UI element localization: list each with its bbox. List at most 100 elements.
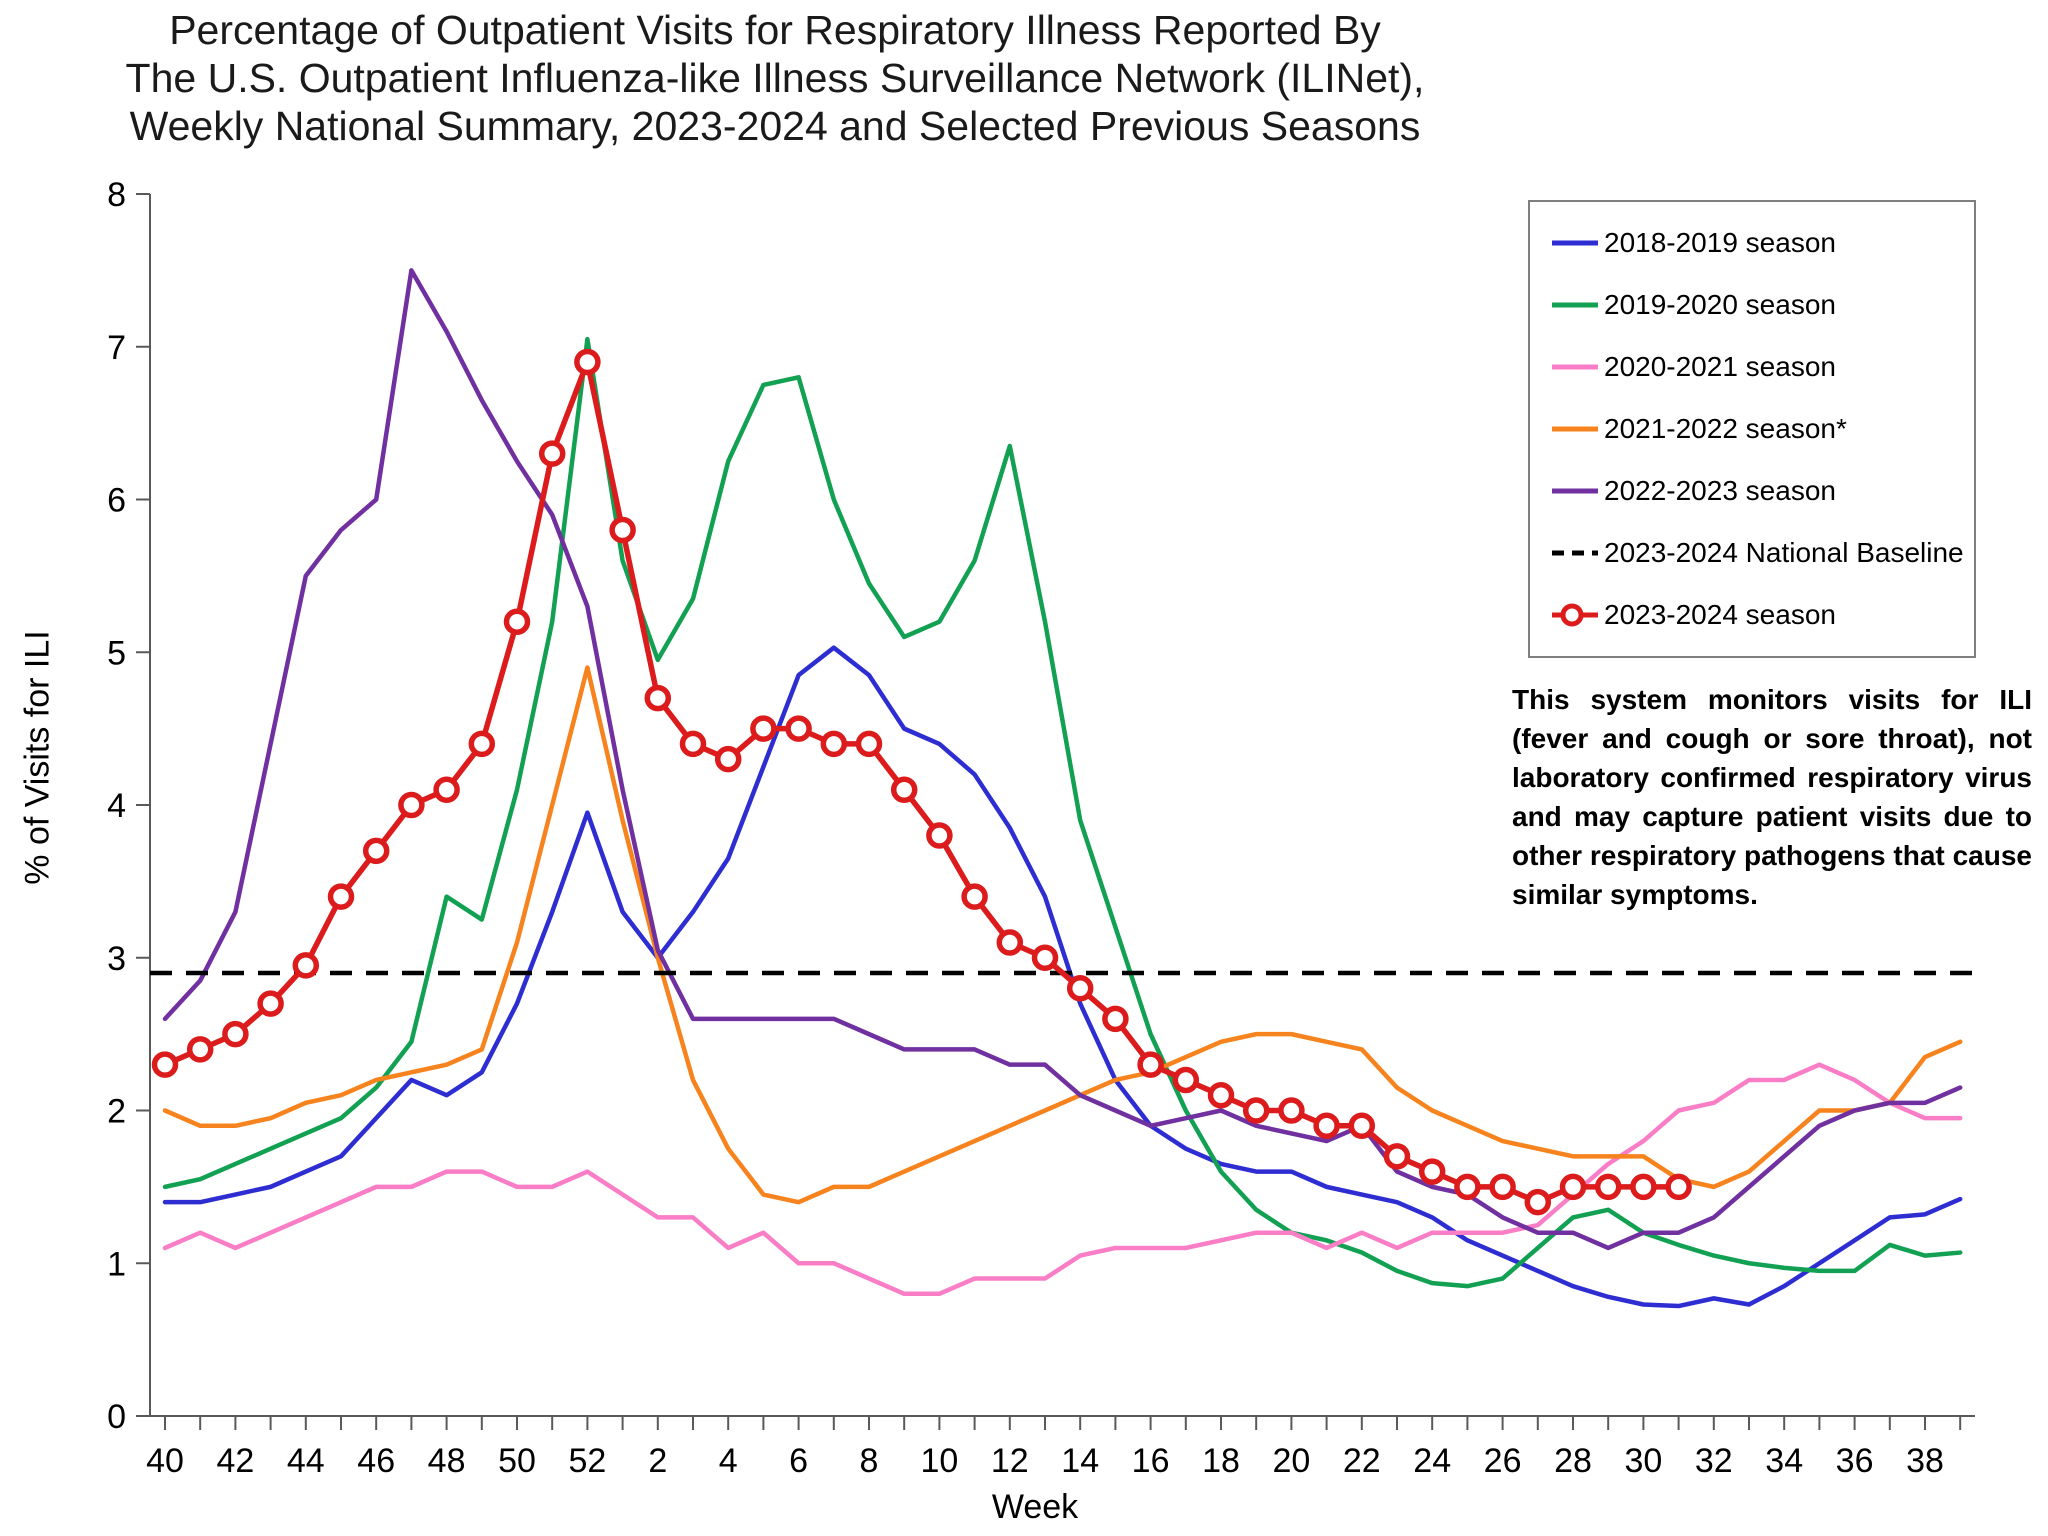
chart-title: Percentage of Outpatient Visits for Resp…	[125, 7, 1425, 149]
x-tick-label: 38	[1906, 1442, 1944, 1480]
y-tick-label: 6	[107, 482, 126, 520]
x-tick-label: 6	[789, 1442, 808, 1480]
x-tick-label: 8	[860, 1442, 879, 1480]
y-tick-label: 4	[107, 787, 126, 825]
x-axis-label: Week	[991, 1488, 1079, 1526]
x-tick-label: 48	[428, 1442, 466, 1480]
x-tick-label: 16	[1132, 1442, 1170, 1480]
y-axis-label: % of Visits for ILI	[18, 630, 57, 885]
series-marker	[1665, 1173, 1692, 1201]
series-marker	[1207, 1081, 1235, 1109]
series-marker	[433, 776, 460, 803]
series-marker	[785, 715, 812, 742]
x-tick-label: 50	[498, 1442, 536, 1480]
legend-item-label: 2022-2023 season	[1604, 475, 1836, 506]
series-marker	[1594, 1173, 1622, 1201]
series-marker	[398, 791, 425, 819]
x-tick-label: 40	[146, 1442, 184, 1480]
legend-swatch-line-marker	[1552, 603, 1598, 627]
series-marker	[1172, 1066, 1200, 1094]
x-tick-label: 36	[1836, 1442, 1874, 1480]
series-marker	[327, 883, 355, 910]
series-marker	[820, 730, 848, 758]
x-tick-label: 24	[1413, 1442, 1451, 1480]
series-marker	[1630, 1173, 1657, 1201]
x-tick-label: 22	[1343, 1442, 1381, 1480]
series-marker	[679, 730, 707, 758]
series-marker	[1454, 1173, 1481, 1201]
x-tick-label: 12	[991, 1442, 1029, 1480]
legend-swatch-solid-line	[1552, 240, 1598, 246]
series-line-2022-2023-season	[162, 268, 1963, 1251]
x-tick-label: 4	[719, 1442, 738, 1480]
legend-item-label: 2023-2024 season	[1604, 599, 1836, 630]
series-marker	[1278, 1097, 1305, 1124]
series-marker	[855, 730, 883, 758]
legend-swatch-solid-line	[1552, 302, 1598, 308]
series-marker	[1559, 1173, 1587, 1201]
series-marker	[538, 440, 566, 467]
legend-item: 2022-2023 season	[1550, 475, 1974, 507]
series-line-2021-2022-season	[162, 665, 1963, 1205]
series-marker	[926, 822, 953, 849]
series-marker	[468, 730, 496, 758]
x-tick-label: 20	[1272, 1442, 1310, 1480]
legend-swatch-solid-line	[1552, 426, 1598, 432]
x-tick-label: 42	[216, 1442, 254, 1480]
x-tick-label: 10	[920, 1442, 958, 1480]
series-marker	[1137, 1051, 1164, 1078]
series-marker	[1489, 1173, 1516, 1201]
legend-swatch-solid-line	[1552, 364, 1598, 370]
legend-item: 2023-2024 National Baseline	[1550, 537, 1974, 569]
legend-swatch-dashed-line	[1552, 550, 1598, 556]
y-tick-label: 2	[107, 1093, 126, 1131]
series-marker	[151, 1051, 179, 1078]
series-marker	[574, 348, 601, 376]
y-tick-label: 8	[107, 176, 126, 214]
series-marker	[362, 837, 390, 865]
y-tick-label: 7	[107, 329, 126, 367]
legend-item: 2020-2021 season	[1550, 351, 1974, 383]
series-marker	[961, 883, 988, 910]
series-line-2020-2021-season	[162, 1062, 1963, 1297]
legend-swatch-solid-line	[1552, 488, 1598, 494]
series-line-2019-2020-season	[162, 336, 1963, 1289]
series-marker	[1031, 944, 1059, 971]
series-marker	[1102, 1005, 1129, 1033]
series-marker	[996, 929, 1024, 956]
legend-item: 2023-2024 season	[1550, 599, 1974, 631]
x-tick-label: 14	[1061, 1442, 1099, 1480]
series-marker	[292, 952, 320, 979]
x-tick-label: 2	[648, 1442, 667, 1480]
legend-item-label: 2021-2022 season*	[1604, 413, 1847, 444]
legend-item-label: 2019-2020 season	[1604, 289, 1836, 320]
x-tick-label: 34	[1765, 1442, 1803, 1480]
note-text: This system monitors visits for ILI (fev…	[1512, 684, 2032, 910]
x-tick-label: 32	[1695, 1442, 1733, 1480]
series-marker	[1524, 1188, 1552, 1216]
x-tick-label: 28	[1554, 1442, 1592, 1480]
legend-box: 2018-2019 season 2019-2020 season 2020-202…	[1528, 200, 1976, 658]
series-marker	[609, 516, 636, 544]
series-marker	[890, 776, 918, 803]
series-marker	[1066, 975, 1094, 1002]
legend-item-label: 2020-2021 season	[1604, 351, 1836, 382]
x-tick-label: 44	[287, 1442, 325, 1480]
y-tick-label: 1	[107, 1245, 126, 1283]
series-marker	[222, 1020, 249, 1048]
series-marker	[1313, 1112, 1340, 1140]
series-marker	[750, 715, 777, 742]
series-marker	[186, 1036, 214, 1063]
y-tick-label: 3	[107, 940, 126, 978]
x-tick-label: 52	[568, 1442, 606, 1480]
legend-item: 2021-2022 season*	[1550, 413, 1974, 445]
y-tick-label: 5	[107, 634, 126, 672]
series-marker	[1383, 1143, 1411, 1170]
series-marker	[503, 608, 531, 635]
y-tick-label: 0	[107, 1398, 126, 1436]
series-marker	[1348, 1112, 1376, 1140]
x-tick-label: 46	[357, 1442, 395, 1480]
x-tick-label: 30	[1624, 1442, 1662, 1480]
